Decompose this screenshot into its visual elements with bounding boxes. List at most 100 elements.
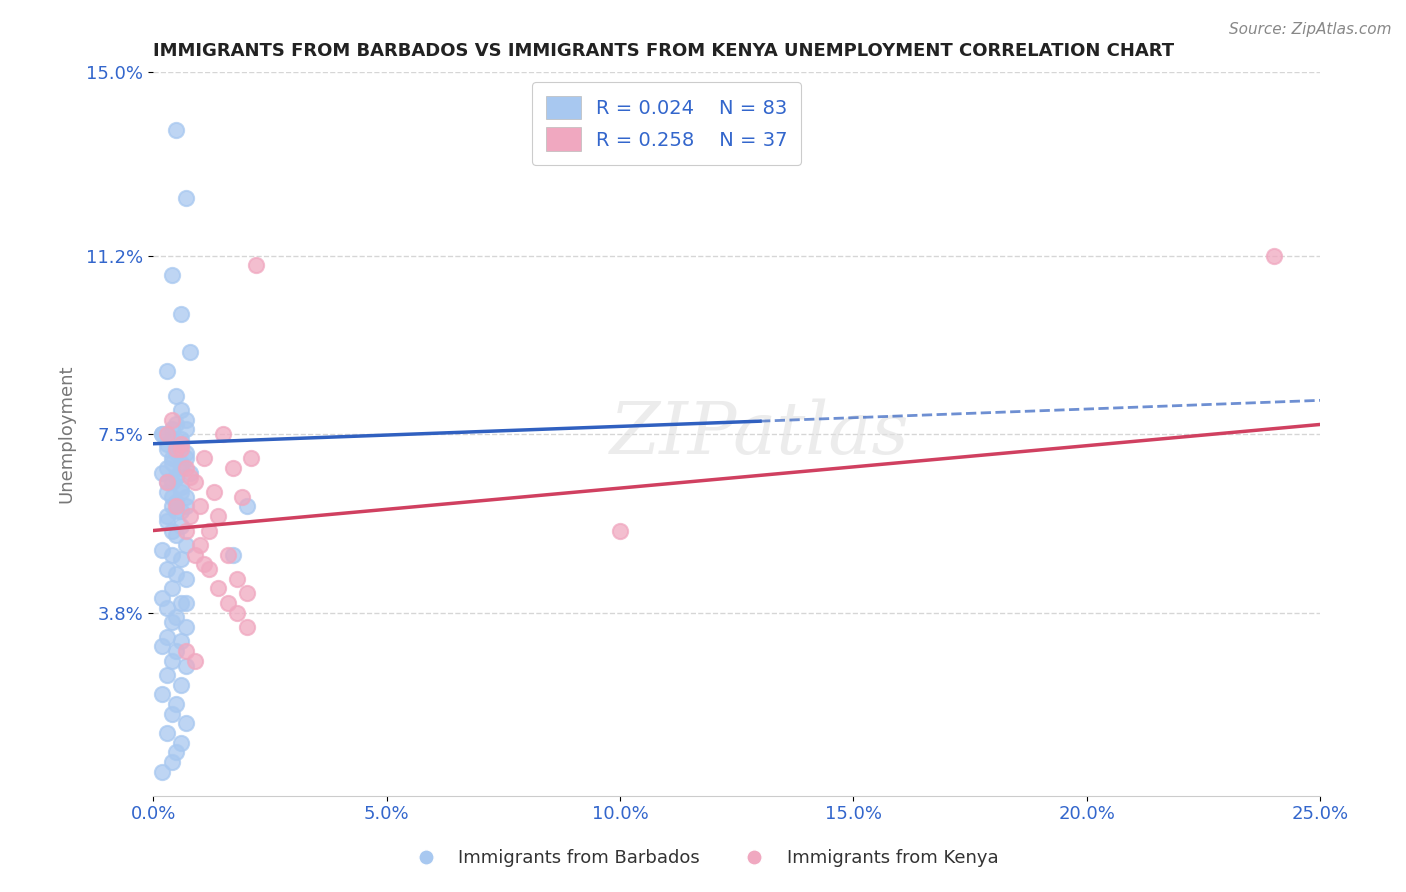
Text: ZIPatlas: ZIPatlas bbox=[610, 399, 910, 469]
Point bbox=[198, 562, 221, 576]
Point bbox=[174, 596, 197, 610]
Point bbox=[160, 654, 183, 668]
Point bbox=[217, 548, 239, 562]
Point bbox=[245, 258, 267, 272]
Point bbox=[170, 460, 193, 475]
Point bbox=[207, 582, 229, 596]
Point bbox=[156, 562, 179, 576]
Point bbox=[174, 412, 197, 426]
Point bbox=[152, 640, 174, 654]
Point bbox=[188, 500, 211, 514]
Point bbox=[198, 524, 221, 538]
Point bbox=[170, 678, 193, 692]
Point bbox=[235, 586, 257, 600]
Point bbox=[174, 620, 197, 634]
Point bbox=[170, 456, 193, 470]
Point bbox=[174, 191, 197, 205]
Point bbox=[170, 442, 193, 456]
Point bbox=[156, 600, 179, 615]
Point bbox=[174, 524, 197, 538]
Point bbox=[212, 427, 235, 442]
Point bbox=[160, 268, 183, 282]
Point bbox=[231, 490, 253, 504]
Point bbox=[160, 432, 183, 446]
Point bbox=[217, 596, 239, 610]
Point bbox=[160, 500, 183, 514]
Point bbox=[166, 123, 188, 137]
Point bbox=[156, 485, 179, 500]
Point bbox=[152, 466, 174, 480]
Point bbox=[160, 475, 183, 490]
Point bbox=[174, 538, 197, 552]
Point bbox=[174, 451, 197, 466]
Point bbox=[184, 475, 207, 490]
Point bbox=[156, 427, 179, 442]
Point bbox=[235, 620, 257, 634]
Point bbox=[160, 422, 183, 436]
Point bbox=[174, 460, 197, 475]
Point bbox=[179, 345, 201, 359]
Point bbox=[160, 456, 183, 470]
Point bbox=[152, 591, 174, 605]
Point bbox=[174, 716, 197, 731]
Point bbox=[1263, 249, 1285, 263]
Point bbox=[166, 644, 188, 658]
Point bbox=[166, 697, 188, 711]
Point bbox=[166, 470, 188, 484]
Point bbox=[221, 548, 243, 562]
Point bbox=[166, 446, 188, 460]
Point bbox=[160, 412, 183, 426]
Point bbox=[174, 422, 197, 436]
Point bbox=[166, 528, 188, 542]
Point bbox=[166, 494, 188, 508]
Point bbox=[166, 417, 188, 432]
Legend: Immigrants from Barbados, Immigrants from Kenya: Immigrants from Barbados, Immigrants fro… bbox=[401, 842, 1005, 874]
Point bbox=[160, 706, 183, 721]
Text: IMMIGRANTS FROM BARBADOS VS IMMIGRANTS FROM KENYA UNEMPLOYMENT CORRELATION CHART: IMMIGRANTS FROM BARBADOS VS IMMIGRANTS F… bbox=[153, 42, 1174, 60]
Point bbox=[156, 436, 179, 450]
Point bbox=[166, 500, 188, 514]
Point bbox=[160, 548, 183, 562]
Point bbox=[166, 566, 188, 581]
Point bbox=[166, 504, 188, 518]
Point bbox=[174, 658, 197, 673]
Point bbox=[221, 460, 243, 475]
Point bbox=[170, 403, 193, 417]
Point bbox=[170, 518, 193, 533]
Point bbox=[166, 442, 188, 456]
Point bbox=[170, 436, 193, 450]
Point bbox=[160, 451, 183, 466]
Point bbox=[174, 500, 197, 514]
Point bbox=[179, 466, 201, 480]
Point bbox=[179, 509, 201, 524]
Point bbox=[166, 610, 188, 624]
Point bbox=[156, 364, 179, 378]
Point bbox=[160, 615, 183, 629]
Point bbox=[166, 745, 188, 759]
Point bbox=[226, 572, 249, 586]
Point bbox=[226, 606, 249, 620]
Point bbox=[170, 596, 193, 610]
Point bbox=[170, 436, 193, 450]
Text: Source: ZipAtlas.com: Source: ZipAtlas.com bbox=[1229, 22, 1392, 37]
Point bbox=[152, 427, 174, 442]
Point bbox=[174, 490, 197, 504]
Point bbox=[166, 388, 188, 402]
Point bbox=[609, 524, 631, 538]
Point bbox=[166, 442, 188, 456]
Point bbox=[160, 524, 183, 538]
Point bbox=[170, 552, 193, 566]
Point bbox=[184, 654, 207, 668]
Point bbox=[170, 480, 193, 494]
Legend: R = 0.024    N = 83, R = 0.258    N = 37: R = 0.024 N = 83, R = 0.258 N = 37 bbox=[531, 82, 801, 165]
Point bbox=[156, 630, 179, 644]
Point bbox=[156, 475, 179, 490]
Point bbox=[156, 475, 179, 490]
Point bbox=[188, 538, 211, 552]
Point bbox=[235, 500, 257, 514]
Point bbox=[193, 558, 215, 572]
Point bbox=[174, 572, 197, 586]
Point bbox=[170, 485, 193, 500]
Point bbox=[170, 736, 193, 750]
Point bbox=[193, 451, 215, 466]
